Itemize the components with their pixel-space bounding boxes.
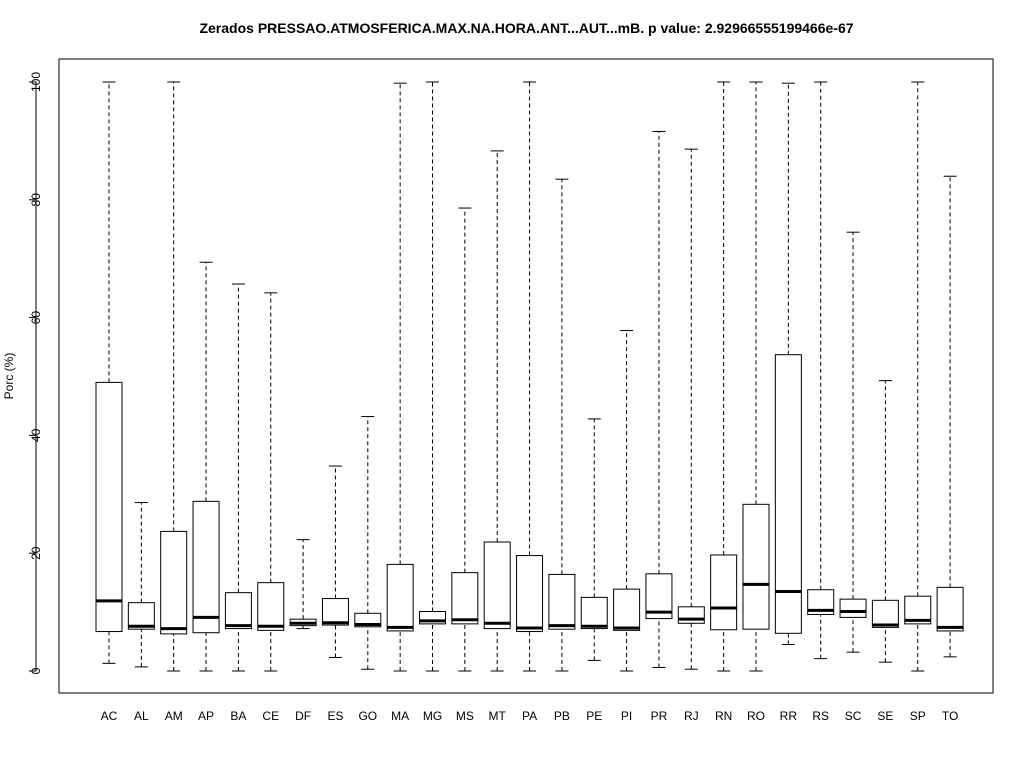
x-tick-label: PE: [586, 709, 602, 723]
iqr-box: [742, 503, 770, 630]
x-tick-label: RS: [812, 709, 829, 723]
box-RO: [742, 81, 770, 672]
x-tick-label: PI: [621, 709, 632, 723]
box-ES: [321, 465, 349, 658]
box-PR: [645, 130, 673, 668]
x-tick-label: PB: [554, 709, 570, 723]
box-SE: [871, 380, 899, 663]
boxes-group: [95, 81, 964, 672]
x-axis: AC AL AM AP BA CE DF ES GO MA MG MS MT PA PB PE PI PR RJ RN…: [101, 709, 959, 723]
chart-title: Zerados PRESSAO.ATMOSFERICA.MAX.NA.HORA.…: [199, 20, 854, 36]
x-tick-label: PA: [522, 709, 537, 723]
iqr-box: [677, 606, 705, 624]
iqr-box: [192, 500, 220, 634]
box-PB: [548, 178, 576, 672]
y-tick-label: 60: [29, 311, 43, 325]
box-AM: [160, 81, 188, 672]
x-tick-label: DF: [295, 709, 311, 723]
y-tick-label: 0: [29, 667, 43, 674]
iqr-box: [936, 586, 964, 632]
box-AP: [192, 261, 220, 672]
iqr-box: [774, 354, 802, 634]
x-tick-label: SE: [877, 709, 893, 723]
x-tick-label: RO: [747, 709, 765, 723]
box-CE: [257, 292, 285, 672]
y-tick-label: 40: [29, 428, 43, 442]
iqr-box: [160, 530, 188, 635]
box-GO: [354, 416, 382, 670]
box-SP: [904, 81, 932, 672]
box-DF: [289, 539, 317, 630]
box-PI: [613, 330, 641, 672]
iqr-box: [451, 572, 479, 625]
iqr-box: [95, 381, 123, 633]
x-tick-label: AM: [165, 709, 183, 723]
x-tick-label: GO: [358, 709, 377, 723]
y-axis: 0 20 40 60 80 100: [29, 72, 43, 674]
x-tick-label: CE: [262, 709, 279, 723]
iqr-box: [386, 563, 414, 632]
x-tick-label: MS: [456, 709, 474, 723]
x-tick-label: AC: [101, 709, 118, 723]
x-tick-label: RN: [715, 709, 732, 723]
iqr-box: [224, 592, 252, 630]
box-RN: [710, 81, 738, 672]
box-BA: [224, 283, 252, 672]
box-AC: [95, 81, 123, 664]
box-SC: [839, 231, 867, 653]
x-tick-label: MT: [489, 709, 507, 723]
iqr-box: [257, 582, 285, 631]
x-tick-label: RR: [780, 709, 798, 723]
iqr-box: [548, 573, 576, 630]
iqr-box: [580, 596, 608, 630]
box-RS: [807, 81, 835, 660]
x-tick-label: SP: [910, 709, 926, 723]
x-tick-label: TO: [942, 709, 958, 723]
box-MT: [483, 150, 511, 672]
iqr-box: [321, 598, 349, 626]
box-PE: [580, 418, 608, 661]
iqr-box: [613, 588, 641, 631]
x-tick-label: PR: [651, 709, 668, 723]
iqr-box: [516, 555, 544, 633]
x-tick-label: MG: [423, 709, 442, 723]
iqr-box: [483, 541, 511, 630]
box-RR: [774, 82, 802, 645]
box-MG: [419, 81, 446, 672]
box-TO: [936, 175, 964, 658]
y-axis-label: Porc (%): [2, 353, 16, 400]
y-tick-label: 20: [29, 546, 43, 560]
y-tick-label: 80: [29, 193, 43, 207]
iqr-box: [871, 599, 899, 628]
x-tick-label: AP: [198, 709, 214, 723]
x-tick-label: ES: [327, 709, 343, 723]
box-PA: [516, 81, 544, 672]
x-tick-label: BA: [230, 709, 246, 723]
iqr-box: [710, 554, 738, 631]
box-AL: [127, 502, 155, 668]
iqr-box: [839, 598, 867, 618]
x-tick-label: RJ: [684, 709, 699, 723]
y-tick-label: 100: [29, 72, 43, 92]
x-tick-label: SC: [845, 709, 862, 723]
x-tick-label: MA: [391, 709, 409, 723]
box-MS: [451, 207, 479, 672]
x-tick-label: AL: [134, 709, 149, 723]
box-MA: [386, 82, 414, 672]
plot-frame: [58, 58, 994, 694]
box-RJ: [677, 148, 705, 670]
